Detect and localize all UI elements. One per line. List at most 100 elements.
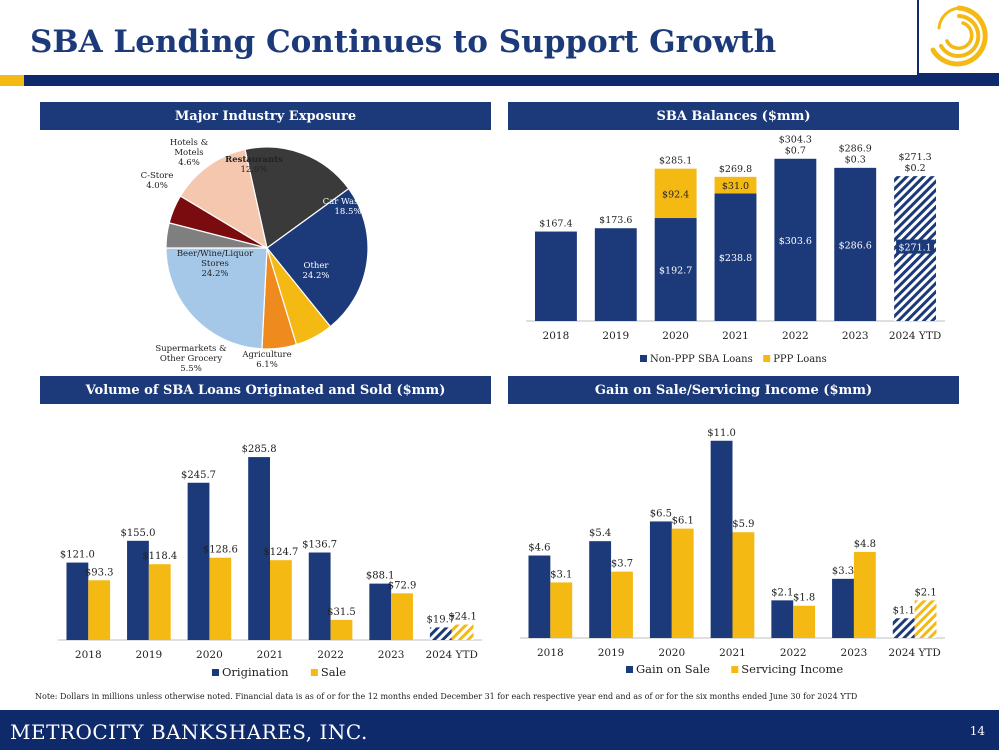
x-tick-label: 2021 xyxy=(722,330,749,342)
legend-label: Servicing Income xyxy=(741,662,843,676)
legend-swatch xyxy=(763,355,771,362)
pie-label-c-store: C-Store 4.0% xyxy=(141,171,174,191)
legend-swatch xyxy=(212,669,219,676)
bar-value-label: $0.2 xyxy=(904,163,925,174)
pie-label-beer-wine-liquor-stores: Beer/Wine/Liquor Stores 24.2% xyxy=(177,249,254,279)
bar-value-label: $4.6 xyxy=(528,543,550,554)
footer-bar: METROCITY BANKSHARES, INC. 14 xyxy=(0,710,999,750)
bar-servicing-income xyxy=(793,605,816,638)
legend-swatch xyxy=(731,666,739,673)
bar-value-label: $6.5 xyxy=(650,508,672,519)
pie-label-supermarkets-other-grocery: Supermarkets & Other Grocery 5.5% xyxy=(155,344,227,374)
page-title: SBA Lending Continues to Support Growth xyxy=(30,24,777,60)
bar-value-label: $118.4 xyxy=(142,551,177,562)
bar-value-label: $1.8 xyxy=(793,593,815,604)
bar-gain-on-sale xyxy=(528,555,551,638)
title-divider xyxy=(0,75,999,86)
bar-value-label: $19.7 xyxy=(426,614,455,625)
pie-slice-other xyxy=(266,187,369,328)
bar-value-label: $3.1 xyxy=(550,569,572,580)
bar-value-label: $31.5 xyxy=(327,607,356,618)
bar-gain-on-sale xyxy=(892,618,915,638)
x-tick-label: 2024 YTD xyxy=(889,330,941,342)
bar-sale xyxy=(391,593,413,640)
bar-origination xyxy=(66,562,89,640)
bar-value-label: $128.6 xyxy=(203,545,238,556)
bar-servicing-income xyxy=(914,600,937,638)
bar-total-label: $167.4 xyxy=(539,219,572,230)
bar-sale xyxy=(270,560,292,640)
pie-slice-beer-wine-liquor-stores xyxy=(165,247,268,350)
company-name: METROCITY BANKSHARES, INC. xyxy=(10,720,368,744)
bar-value-label: $5.4 xyxy=(589,528,611,539)
pie-label-agriculture: Agriculture 6.1% xyxy=(241,350,291,370)
bar-gain-on-sale xyxy=(710,440,733,638)
x-tick-label: 2018 xyxy=(537,647,564,659)
bar-value-label: $1.1 xyxy=(893,605,915,616)
pie-slice-car-washes xyxy=(244,146,350,250)
bar-total-label: $286.9 xyxy=(839,144,872,155)
x-tick-label: 2022 xyxy=(782,330,809,342)
legend-label: Non-PPP SBA Loans xyxy=(650,354,753,365)
x-tick-label: 2018 xyxy=(543,330,570,342)
bar-total-label: $173.6 xyxy=(599,215,632,226)
bar-origination xyxy=(187,482,210,640)
legend-swatch xyxy=(626,666,633,673)
bar-origination xyxy=(248,457,270,640)
bar-value-label: $121.0 xyxy=(60,550,95,561)
bar-value-label: $303.6 xyxy=(779,236,812,247)
panel-header-industry: Major Industry Exposure xyxy=(40,102,491,130)
bar-value-label: $245.7 xyxy=(181,470,216,481)
bar-sale xyxy=(209,557,232,640)
bar-value-label: $136.7 xyxy=(302,540,337,551)
x-tick-label: 2019 xyxy=(135,649,162,661)
bar-sale xyxy=(88,580,111,640)
bar-value-label: $3.7 xyxy=(611,559,633,570)
x-tick-label: 2019 xyxy=(598,647,625,659)
logo-frame xyxy=(917,0,999,75)
bar-non-ppp xyxy=(654,218,697,321)
x-tick-label: 2019 xyxy=(602,330,629,342)
bar-servicing-income xyxy=(550,582,573,638)
bar-servicing-income xyxy=(732,532,755,638)
bar-value-label: $88.1 xyxy=(366,571,395,582)
bar-origination xyxy=(308,552,331,640)
volume-chart: 2018 $121.0 $93.3 2019 $155.0 $118.4 2020 $245.… xyxy=(58,444,482,679)
x-tick-label: 2024 YTD xyxy=(426,649,478,661)
bar-ppp xyxy=(654,168,697,219)
bar-value-label: $72.9 xyxy=(388,580,417,591)
pie-label-restaurants: Restaurants 12.9% xyxy=(225,155,283,175)
x-tick-label: 2022 xyxy=(317,649,344,661)
x-tick-label: 2023 xyxy=(842,330,869,342)
bar-value-label: $285.8 xyxy=(242,444,277,455)
legend-swatch xyxy=(640,355,647,362)
bar-value-label: $2.1 xyxy=(771,587,793,598)
panel-header-volume: Volume of SBA Loans Originated and Sold … xyxy=(40,376,491,404)
label-backdrop xyxy=(896,239,935,254)
bar-non-ppp xyxy=(594,228,637,321)
bar-total-label: $269.8 xyxy=(719,164,752,175)
bar-total-label: $285.1 xyxy=(659,156,692,167)
bar-servicing-income xyxy=(671,528,694,638)
bar-non-ppp xyxy=(714,193,757,321)
x-tick-label: 2024 YTD xyxy=(888,647,940,659)
bar-value-label: $4.8 xyxy=(854,539,876,550)
panel-header-gain: Gain on Sale/Servicing Income ($mm) xyxy=(508,376,959,404)
bar-non-ppp xyxy=(774,158,817,321)
bar-value-label: $155.0 xyxy=(120,528,155,539)
bar-value-label: $0.3 xyxy=(845,155,866,166)
bar-origination xyxy=(127,540,149,640)
x-tick-label: 2022 xyxy=(780,647,807,659)
pie-label-hotels-motels: Hotels & Motels 4.6% xyxy=(170,138,209,168)
x-tick-label: 2018 xyxy=(75,649,102,661)
x-tick-label: 2020 xyxy=(196,649,223,661)
bar-value-label: $11.0 xyxy=(707,428,736,439)
x-tick-label: 2023 xyxy=(841,647,868,659)
x-tick-label: 2021 xyxy=(719,647,746,659)
bar-gain-on-sale xyxy=(589,541,612,638)
legend-label: Gain on Sale xyxy=(636,662,710,676)
bar-value-label: $192.7 xyxy=(659,266,692,277)
bar-sale xyxy=(330,619,353,640)
x-tick-label: 2021 xyxy=(257,649,284,661)
gain-chart: 2018 $4.6 $3.1 2019 $5.4 $3.7 2020 $6.5$6.1 2021… xyxy=(520,428,945,676)
